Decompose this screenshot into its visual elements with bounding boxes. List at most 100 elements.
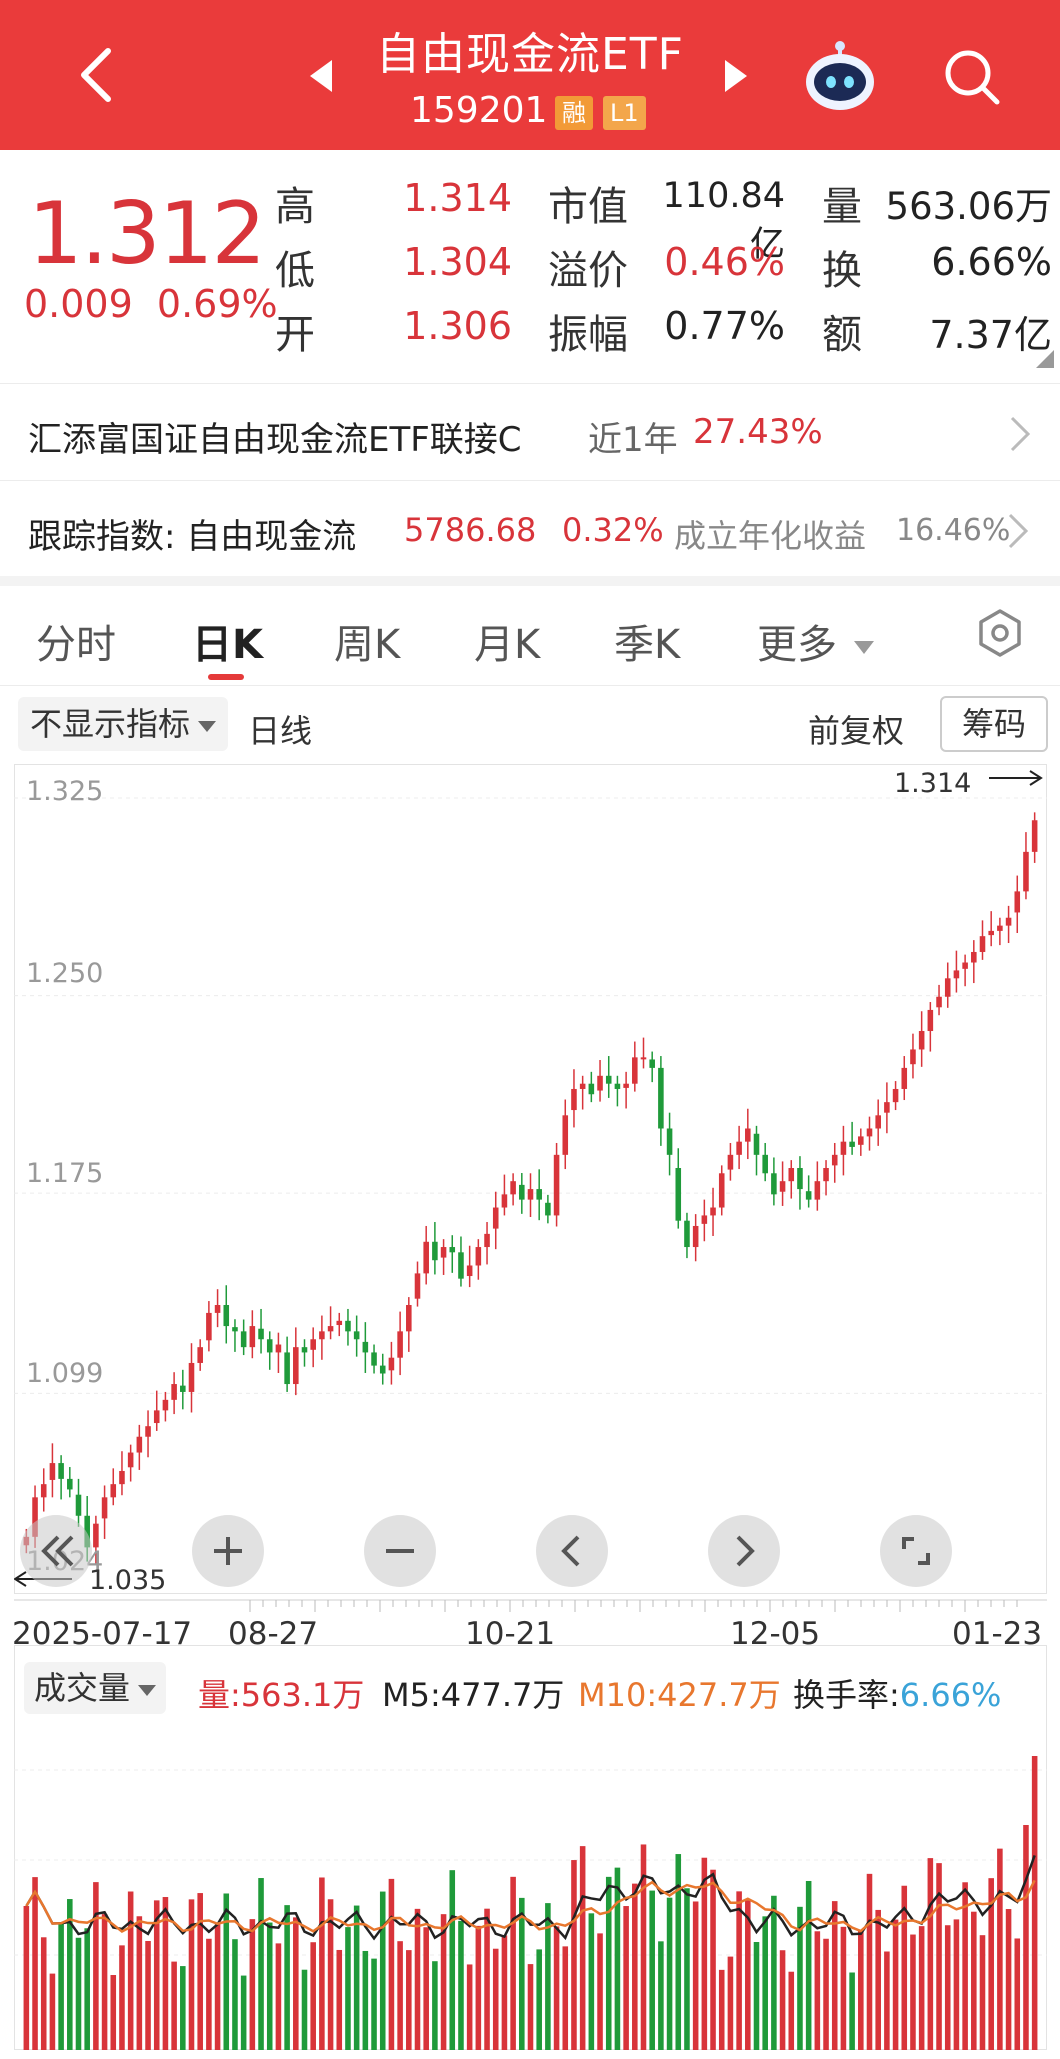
candle-body [475,1247,482,1266]
candle-body [223,1305,230,1327]
candle-body [275,1344,282,1353]
caret-down-icon [138,1684,157,1696]
y-tick-label: 1.099 [26,1358,103,1389]
candle-body [501,1194,508,1208]
candle-body [180,1385,186,1392]
double-chevron-left-icon [41,1535,74,1567]
candle-body [988,930,994,936]
tab-weekly-k[interactable]: 周K [334,622,401,668]
candle-body [388,1357,395,1371]
candle-body [797,1168,803,1190]
candle-body [632,1057,638,1084]
volume-bar [710,1869,716,2050]
volume-bar [406,1950,412,2050]
candle-body [336,1320,343,1326]
tracking-index-row[interactable]: 跟踪指数: 自由现金流 5786.68 0.32% 成立年化收益 16.46% [0,480,1060,575]
volume-bar [345,1927,351,2050]
indicator-select[interactable]: 不显示指标 [18,697,229,751]
tab-more[interactable]: 更多 [757,612,874,670]
candle-body [536,1189,542,1200]
candle-body [788,1168,795,1182]
back-arrow-icon[interactable] [70,45,130,105]
linked-fund-row[interactable]: 汇添富国证自由现金流ETF联接C 近1年 27.43% [0,383,1060,478]
linked-fund-name: 汇添富国证自由现金流ETF联接C [28,420,522,460]
volume-bar [1005,1909,1012,2050]
tab-intraday[interactable]: 分时 [36,622,116,668]
candle-body [666,1128,673,1155]
fullscreen-button[interactable] [880,1515,952,1587]
period-label: 近1年 [588,420,678,460]
candle-body [249,1326,256,1348]
volume-bar [579,1846,586,2050]
volume-bar [666,1897,673,2050]
candle-body [162,1399,169,1411]
volume-indicator-select[interactable]: 成交量 [24,1662,167,1714]
volume-bar [1023,1825,1029,2050]
candle-body [623,1083,629,1088]
zoom-in-button[interactable] [192,1515,264,1587]
volume-bar [266,1922,273,2050]
volume-bar [40,1937,47,2050]
volume-chart[interactable] [14,1645,1047,2050]
robot-assistant-icon[interactable] [800,38,880,118]
volume-bar [892,1919,899,2050]
candle-body [32,1497,38,1537]
candle-body [805,1191,812,1200]
chips-button[interactable]: 筹码 [940,696,1048,752]
volume-value: 量:563.1万 [198,1676,365,1714]
candle-body [736,1141,742,1155]
tab-monthly-k[interactable]: 月K [474,622,541,668]
m5-value: M5:477.7万 [382,1676,565,1714]
next-security-arrow-icon[interactable] [725,60,747,92]
tab-quarterly-k[interactable]: 季K [614,622,681,668]
caret-down-icon [853,640,874,654]
mcap-label: 市值 [548,184,628,230]
volume-bar [432,1961,438,2050]
jump-start-button[interactable] [20,1515,92,1587]
volume-bar [762,1916,768,2050]
turnover-rate-label: 换手率:6.66% [793,1670,1001,1716]
volume-bar [997,1848,1003,2050]
candle-body [675,1168,682,1221]
volume-bar [745,1900,751,2050]
candle-body [614,1083,621,1089]
zoom-out-button[interactable] [364,1515,436,1587]
security-code: 159201 [410,90,548,131]
settings-hexagon-icon[interactable] [975,608,1025,658]
volume-bar [197,1893,203,2050]
volume-bar [58,1922,64,2050]
candle-body [258,1328,264,1340]
scroll-right-button[interactable] [708,1515,780,1587]
volume-bar [510,1876,516,2050]
volume-bar [814,1931,821,2050]
margin-badge: 融 [555,96,593,130]
volume-bar [353,1905,360,2050]
index-change: 0.32% [562,511,664,549]
last-price: 1.312 [28,184,266,284]
volume-bar [640,1844,647,2050]
candle-body [127,1452,134,1468]
volume-bar [840,1926,847,2050]
price-change: 0.009 0.69% [24,282,278,326]
candle-body [414,1273,421,1299]
kline-chart[interactable]: 1.325 1.250 1.175 1.099 1.024 1.314 1.03… [14,764,1047,1594]
volume-bar [153,1900,160,2050]
candle-body [327,1326,334,1332]
search-icon[interactable] [940,45,1004,109]
candle-body [293,1347,299,1385]
volume-bar [162,1897,169,2050]
candle-body [588,1083,595,1095]
tab-daily-k[interactable]: 日K [192,622,263,668]
expand-corner-icon[interactable] [1036,350,1054,368]
annual-label: 成立年化收益 [674,517,867,555]
amount-label: 额 [822,312,862,358]
adjust-mode[interactable]: 前复权 [808,712,905,750]
candle-body [649,1059,655,1068]
plus-icon [214,1537,242,1565]
volume-bar [605,1876,612,2050]
min-price-label: 1.035 [89,1565,166,1594]
prev-security-arrow-icon[interactable] [310,60,332,92]
scroll-left-button[interactable] [536,1515,608,1587]
level-badge: L1 [603,96,646,130]
volume-bar [658,1941,664,2050]
